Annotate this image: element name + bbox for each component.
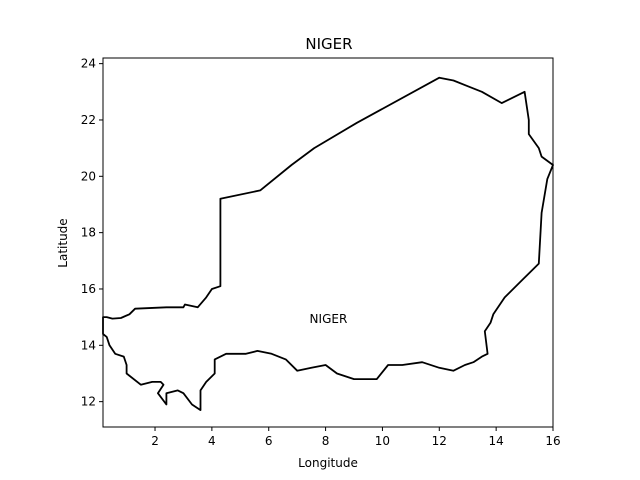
y-tick-label: 22 bbox=[81, 113, 96, 127]
y-axis-ticks: 12 14 16 18 20 22 24 bbox=[81, 57, 103, 409]
y-tick-label: 12 bbox=[81, 395, 96, 409]
x-axis-ticks: 2 4 6 8 10 12 14 16 bbox=[151, 427, 561, 448]
x-tick-label: 6 bbox=[265, 434, 273, 448]
x-axis-label: Longitude bbox=[298, 456, 358, 470]
y-tick-label: 20 bbox=[81, 169, 96, 183]
plot-area: NIGER bbox=[102, 57, 554, 428]
y-tick-label: 18 bbox=[81, 226, 96, 240]
x-tick-label: 10 bbox=[375, 434, 390, 448]
y-tick-label: 14 bbox=[81, 338, 96, 352]
chart-title: NIGER bbox=[305, 35, 352, 53]
x-tick-label: 8 bbox=[322, 434, 330, 448]
plot-frame bbox=[102, 57, 554, 428]
x-tick-label: 4 bbox=[208, 434, 216, 448]
y-tick-label: 24 bbox=[81, 57, 96, 71]
x-tick-label: 14 bbox=[489, 434, 504, 448]
y-axis-label: Latitude bbox=[56, 218, 70, 267]
x-tick-label: 12 bbox=[432, 434, 447, 448]
x-tick-label: 2 bbox=[151, 434, 159, 448]
x-tick-label: 16 bbox=[545, 434, 560, 448]
country-boundary bbox=[102, 76, 554, 412]
y-tick-label: 16 bbox=[81, 282, 96, 296]
country-label: NIGER bbox=[310, 312, 348, 326]
